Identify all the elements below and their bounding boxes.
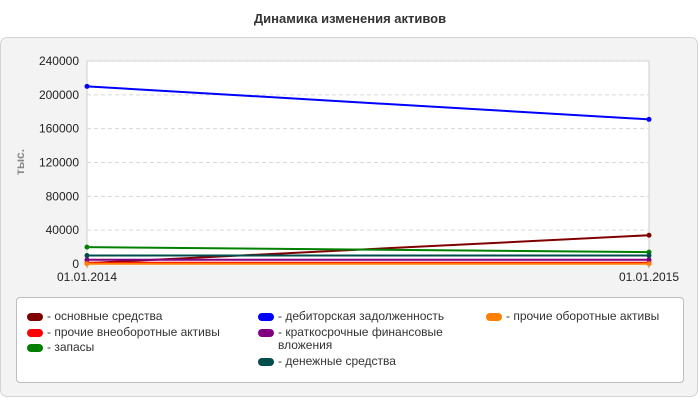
data-point	[646, 257, 652, 263]
legend-item[interactable]: - основные средства	[27, 310, 242, 323]
grid-layer	[86, 60, 650, 268]
data-point	[84, 244, 90, 250]
legend-item[interactable]: - прочие внеоборотные активы	[27, 326, 242, 339]
x-tick-label: 01.01.2014	[57, 270, 117, 284]
y-tick-label: 40000	[46, 223, 80, 237]
series-layer	[84, 83, 652, 267]
y-tick-label: 200000	[39, 88, 79, 102]
legend-item[interactable]: - запасы	[27, 341, 242, 354]
legend-item[interactable]: - денежные средства	[258, 355, 473, 368]
series	[84, 253, 652, 259]
legend-label: - дебиторская задолженность	[278, 309, 445, 323]
legend-item[interactable]: - прочие оборотные активы	[486, 310, 700, 323]
series-line	[86, 85, 650, 121]
y-tick-label: 80000	[46, 189, 80, 203]
legend-swatch	[258, 329, 274, 337]
legend-label: - основные средства	[47, 309, 163, 323]
series	[84, 257, 652, 263]
legend-swatch	[27, 313, 43, 321]
x-tick-labels: 01.01.2014 01.01.2015	[57, 270, 679, 284]
legend-swatch	[27, 329, 43, 337]
legend-label: - запасы	[47, 340, 95, 354]
data-point	[84, 83, 90, 89]
data-point	[646, 261, 652, 267]
series	[84, 261, 652, 267]
y-tick-label: 240000	[39, 54, 79, 68]
data-point	[646, 253, 652, 259]
legend-swatch	[258, 313, 274, 321]
y-tick-labels: 0 40000 80000 120000 160000 200000 240000	[39, 54, 79, 271]
legend-label: - краткосрочные финансовые вложения	[278, 325, 443, 352]
chart-legend: - основные средства - прочие внеоборотные…	[16, 297, 684, 383]
legend-label: - денежные средства	[278, 354, 396, 368]
legend-label: - прочие оборотные активы	[506, 309, 660, 323]
series	[84, 83, 652, 122]
legend-swatch	[258, 358, 274, 366]
data-point	[84, 261, 90, 267]
y-tick-label: 120000	[39, 156, 79, 170]
legend-item[interactable]: - дебиторская задолженность	[258, 310, 473, 323]
data-point	[646, 232, 652, 238]
y-tick-label: 0	[72, 257, 79, 271]
legend-label: - прочие внеоборотные активы	[47, 325, 220, 339]
x-tick-label: 01.01.2015	[619, 270, 679, 284]
data-point	[84, 257, 90, 263]
legend-swatch	[27, 344, 43, 352]
data-point	[84, 253, 90, 259]
data-point	[646, 116, 652, 122]
y-axis-label: тыс.	[13, 149, 27, 175]
legend-swatch	[486, 313, 502, 321]
y-tick-label: 160000	[39, 122, 79, 136]
legend-item[interactable]: - краткосрочные финансовые вложения	[258, 326, 458, 352]
series-line	[86, 246, 650, 254]
chart-title: Динамика изменения активов	[253, 11, 447, 26]
